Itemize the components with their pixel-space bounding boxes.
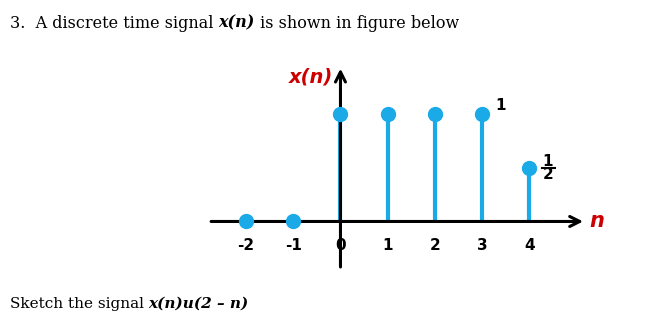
Text: 3: 3 (477, 238, 488, 253)
Text: 4: 4 (524, 238, 534, 253)
Text: -2: -2 (238, 238, 255, 253)
Text: 1: 1 (542, 154, 553, 169)
Text: 1: 1 (382, 238, 393, 253)
Text: n: n (590, 212, 605, 232)
Text: is shown in figure below: is shown in figure below (255, 15, 459, 32)
Text: 2: 2 (430, 238, 440, 253)
Text: 2: 2 (542, 167, 553, 182)
Text: x(n): x(n) (218, 15, 255, 32)
Text: x(n)u(2 – n): x(n)u(2 – n) (148, 297, 249, 311)
Text: -1: -1 (285, 238, 301, 253)
Text: x(n): x(n) (289, 68, 333, 87)
Text: 3.  A discrete time signal: 3. A discrete time signal (10, 15, 218, 32)
Text: 1: 1 (495, 98, 506, 113)
Text: Sketch the signal: Sketch the signal (10, 297, 148, 311)
Text: 0: 0 (335, 238, 346, 253)
